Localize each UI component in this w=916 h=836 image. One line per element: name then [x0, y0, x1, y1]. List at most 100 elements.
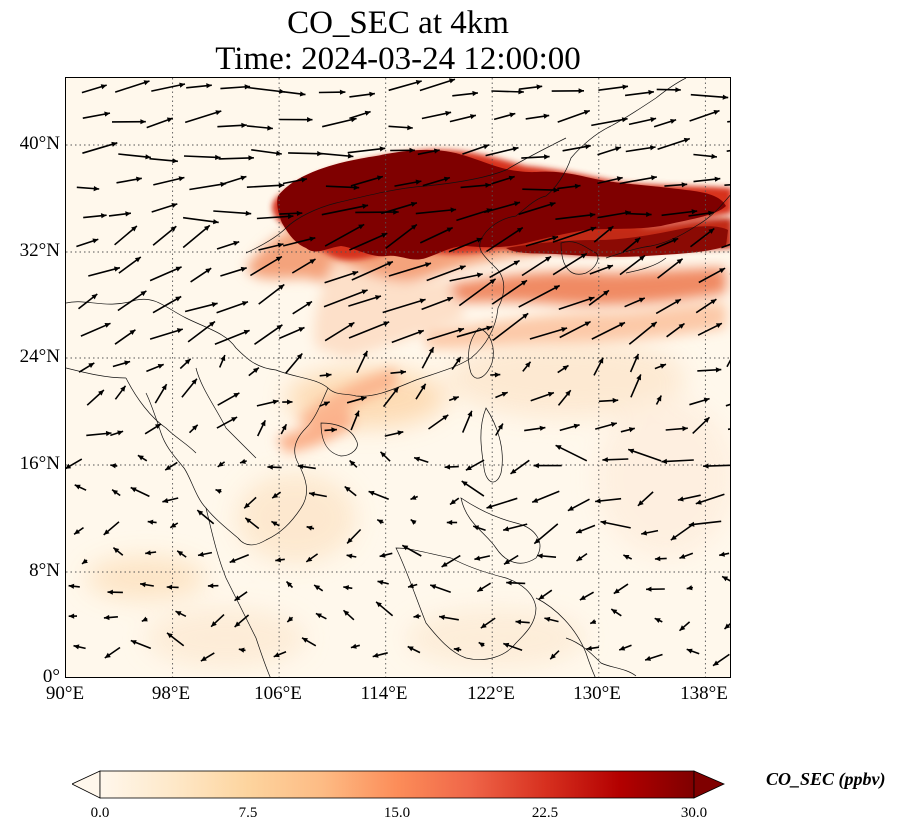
wind-vector-shaft	[726, 359, 730, 368]
wind-vector-arrowhead	[167, 632, 173, 639]
wind-vector-arrowhead	[483, 144, 490, 150]
wind-vector-arrowhead	[450, 499, 456, 505]
wind-vector-arrowhead	[248, 155, 254, 161]
lat-label-40n: 40°N	[19, 133, 60, 154]
wind-vector-arrowhead	[104, 111, 110, 117]
wind-vector-shaft	[591, 117, 628, 127]
wind-vector-field	[66, 78, 730, 667]
wind-vector-arrowhead	[515, 619, 522, 625]
wind-vector-arrowhead	[306, 525, 313, 531]
wind-vector-arrowhead	[521, 280, 527, 286]
wind-vector-arrowhead	[703, 417, 710, 423]
wind-vector-arrowhead	[598, 357, 604, 364]
wind-vector-arrowhead	[442, 414, 449, 421]
wind-vector-arrowhead	[105, 430, 112, 437]
wind-vector-arrowhead	[459, 265, 466, 271]
wind-vector-arrowhead	[306, 556, 313, 562]
wind-vector-arrowhead	[379, 552, 386, 558]
wind-vector-arrowhead	[191, 378, 197, 385]
wind-vector-arrowhead	[670, 534, 677, 541]
wind-vector-arrowhead	[516, 227, 523, 233]
wind-vector-arrowhead	[272, 492, 279, 499]
wind-vector-arrowhead	[278, 284, 285, 290]
lon-label-106e: 106°E	[254, 683, 302, 704]
wind-vector-arrowhead	[661, 458, 667, 465]
wind-vector-arrowhead	[549, 202, 556, 207]
wind-vector-arrowhead	[681, 182, 688, 188]
wind-vector-shaft	[149, 328, 184, 340]
wind-vector-arrowhead	[691, 209, 698, 215]
wind-vector-arrowhead	[714, 176, 721, 182]
wind-vector-shaft	[187, 320, 216, 343]
wind-vector-arrowhead	[476, 272, 483, 278]
wind-vector-shaft	[552, 226, 597, 243]
wind-vector-arrowhead	[100, 213, 107, 219]
wind-vector-shaft	[246, 184, 285, 188]
wind-vector-arrowhead	[130, 640, 137, 645]
wind-vector-arrowhead	[578, 88, 584, 94]
wind-vector-arrowhead	[715, 367, 722, 373]
wind-vector-shaft	[726, 149, 730, 152]
wind-vector-shaft	[254, 324, 283, 345]
wind-vector-arrowhead	[240, 266, 247, 272]
wind-vector-arrowhead	[522, 313, 529, 319]
lon-label-98e: 98°E	[151, 683, 191, 704]
wind-vector-arrowhead	[92, 238, 99, 244]
wind-vector-arrowhead	[576, 528, 583, 534]
wind-vector-arrowhead	[477, 586, 484, 592]
wind-vector-shaft	[256, 215, 294, 220]
co-plume	[246, 149, 730, 453]
wind-vector-arrowhead	[113, 547, 120, 554]
wind-vector-arrowhead	[245, 517, 252, 524]
wind-vector-arrowhead	[586, 645, 592, 651]
wind-vector-arrowhead	[453, 646, 460, 653]
wind-vector-arrowhead	[425, 262, 431, 268]
wind-vector-shaft	[597, 211, 631, 219]
colorbar-tick-22-5: 22.5	[531, 805, 559, 821]
wind-vector-arrowhead	[580, 253, 587, 259]
wind-vector-arrowhead	[719, 268, 726, 274]
wind-vector-arrowhead	[241, 122, 247, 128]
wind-vector-shaft	[591, 321, 626, 340]
wind-vector-arrowhead	[82, 558, 88, 564]
wind-vector-shaft	[421, 296, 454, 311]
wind-vector-shaft	[380, 202, 418, 215]
wind-vector-arrowhead	[504, 559, 510, 565]
wind-vector-arrowhead	[508, 175, 515, 181]
wind-vector-arrowhead	[179, 82, 185, 88]
wind-vector-arrowhead	[537, 553, 543, 559]
wind-vector-arrowhead	[306, 301, 312, 307]
wind-vector-shaft	[322, 117, 357, 128]
wind-vector-arrowhead	[417, 329, 424, 335]
wind-vector-arrowhead	[372, 652, 379, 658]
wind-vector-arrowhead	[215, 110, 222, 116]
wind-vector-arrowhead	[111, 141, 118, 147]
wind-vector-shaft	[351, 260, 394, 281]
wind-vector-arrowhead	[103, 614, 110, 621]
wind-vector-arrowhead	[409, 147, 415, 153]
wind-vector-arrowhead	[376, 601, 382, 608]
wind-vector-shaft	[391, 329, 425, 344]
map-time-subtitle: Time: 2024-03-24 12:00:00	[215, 41, 581, 77]
wind-vector-arrowhead	[518, 89, 524, 95]
wind-vector-arrowhead	[176, 328, 183, 334]
wind-vector-arrowhead	[112, 489, 118, 495]
wind-vector-arrowhead	[544, 616, 551, 622]
wind-vector-arrowhead	[607, 226, 614, 232]
wind-vector-arrowhead	[650, 322, 657, 328]
wind-vector-arrowhead	[722, 94, 729, 100]
wind-vector-arrowhead	[619, 645, 626, 651]
wind-vector-shaft	[559, 320, 591, 339]
wind-vector-arrowhead	[708, 228, 715, 234]
wind-vector-shaft	[529, 327, 568, 340]
wind-vector-arrowhead	[619, 322, 625, 328]
wind-vector-shaft	[117, 290, 147, 312]
wind-vector-shaft	[213, 210, 252, 215]
wind-vector-arrowhead	[353, 184, 360, 191]
wind-vector-shaft	[324, 270, 359, 284]
wind-vector-arrowhead	[267, 125, 273, 131]
wind-vector-arrowhead	[397, 430, 404, 436]
wind-vector-arrowhead	[532, 497, 539, 503]
wind-vector-arrowhead	[622, 84, 628, 90]
wind-vector-arrowhead	[213, 219, 219, 225]
